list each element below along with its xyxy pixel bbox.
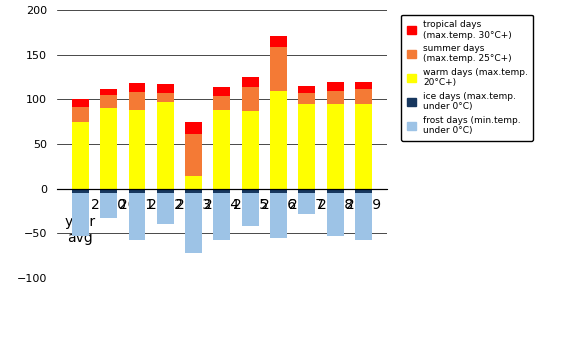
Bar bbox=[213, 110, 230, 189]
Bar bbox=[129, 83, 146, 92]
Bar bbox=[242, 189, 259, 193]
Bar bbox=[270, 47, 287, 92]
Bar bbox=[355, 89, 372, 104]
Bar bbox=[355, 104, 372, 189]
Bar bbox=[298, 189, 315, 193]
Bar bbox=[100, 95, 117, 108]
Bar bbox=[185, 176, 202, 189]
Bar bbox=[327, 91, 344, 104]
Bar bbox=[213, 96, 230, 110]
Bar bbox=[129, 92, 146, 110]
Bar bbox=[242, 87, 259, 111]
Bar bbox=[100, 189, 117, 193]
Bar bbox=[298, 86, 315, 93]
Bar bbox=[129, 110, 146, 189]
Bar bbox=[157, 189, 174, 193]
Bar bbox=[157, 93, 174, 102]
Bar bbox=[327, 189, 344, 193]
Bar bbox=[242, 77, 259, 87]
Bar bbox=[355, 189, 372, 193]
Bar bbox=[72, 193, 89, 236]
Bar bbox=[355, 82, 372, 89]
Bar bbox=[355, 193, 372, 240]
Bar bbox=[72, 106, 89, 122]
Bar bbox=[270, 193, 287, 238]
Bar bbox=[185, 122, 202, 134]
Bar bbox=[327, 104, 344, 189]
Bar bbox=[270, 189, 287, 193]
Bar bbox=[129, 189, 146, 193]
Bar bbox=[327, 193, 344, 236]
Bar bbox=[72, 189, 89, 193]
Bar bbox=[298, 193, 315, 214]
Bar bbox=[185, 193, 202, 253]
Bar bbox=[100, 108, 117, 189]
Bar bbox=[298, 104, 315, 189]
Bar bbox=[157, 84, 174, 93]
Bar bbox=[185, 134, 202, 176]
Bar bbox=[213, 189, 230, 193]
Bar bbox=[157, 193, 174, 223]
Bar bbox=[129, 193, 146, 240]
Bar bbox=[72, 122, 89, 189]
Bar bbox=[242, 111, 259, 189]
Bar bbox=[157, 102, 174, 189]
Bar bbox=[185, 189, 202, 193]
Bar bbox=[270, 92, 287, 189]
Bar bbox=[298, 93, 315, 104]
Bar bbox=[242, 193, 259, 226]
Bar bbox=[100, 89, 117, 95]
Bar bbox=[100, 193, 117, 218]
Bar bbox=[213, 193, 230, 240]
Bar bbox=[213, 87, 230, 96]
Bar bbox=[327, 82, 344, 91]
Bar bbox=[270, 36, 287, 47]
Bar bbox=[72, 99, 89, 106]
Legend: tropical days
(max.temp. 30°C+), summer days
(max.temp. 25°C+), warm days (max.t: tropical days (max.temp. 30°C+), summer … bbox=[401, 15, 533, 141]
